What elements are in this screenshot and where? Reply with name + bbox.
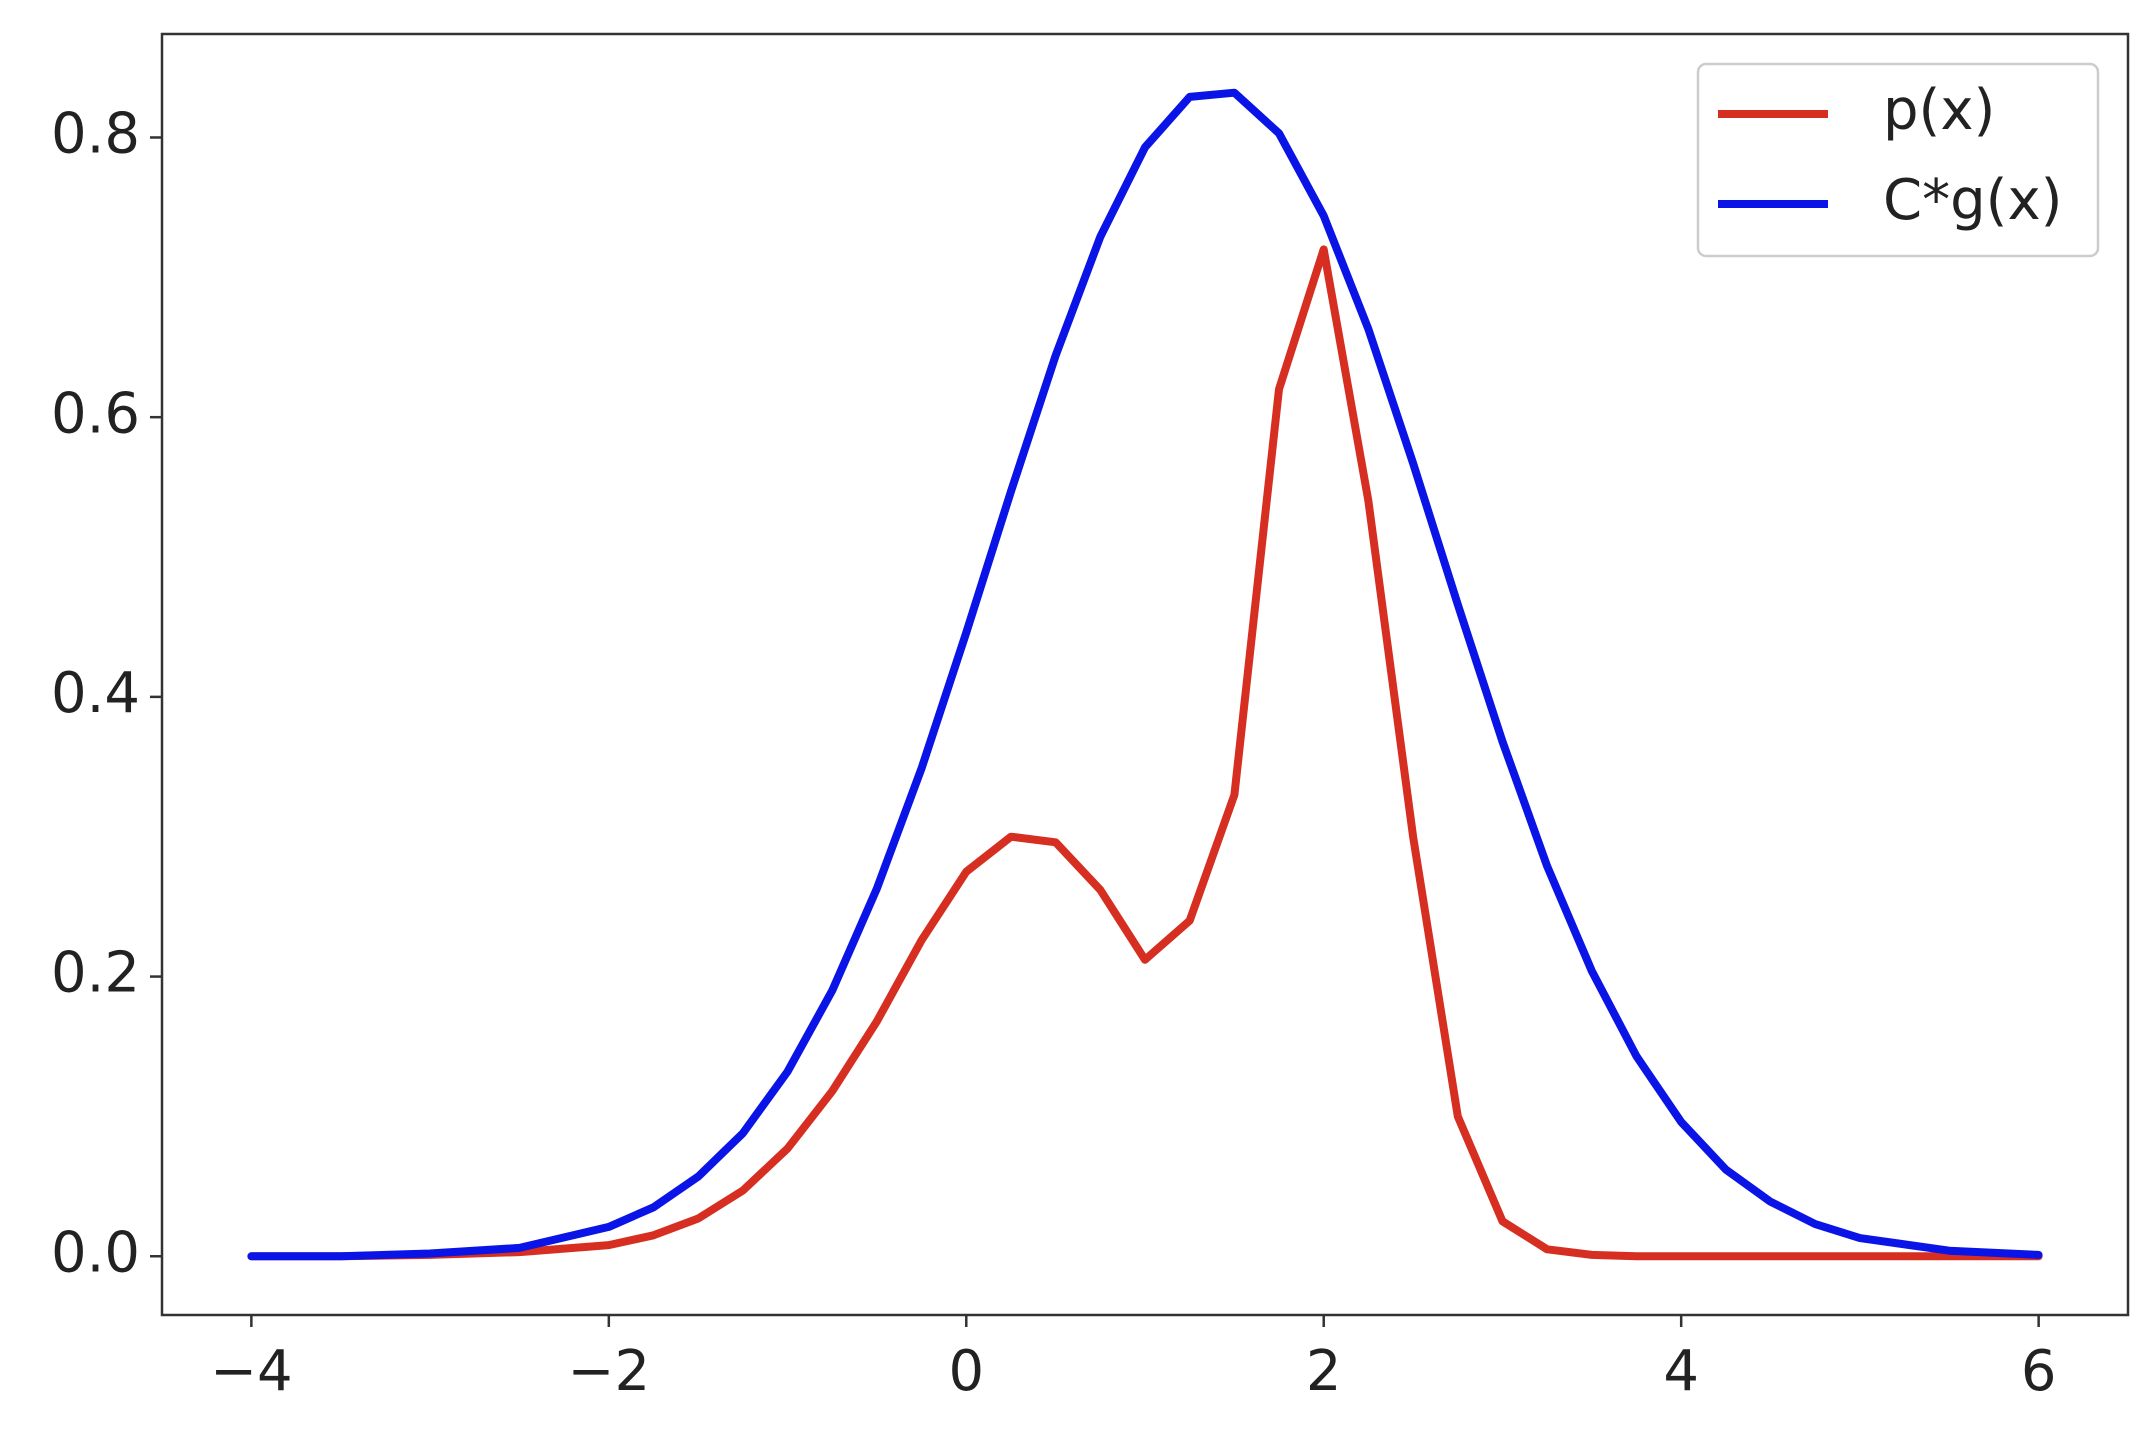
x-tick-label: 4: [1663, 1339, 1699, 1404]
y-tick-label: 0.0: [51, 1220, 140, 1285]
legend-label: C*g(x): [1883, 168, 2062, 233]
x-tick-label: −4: [210, 1339, 293, 1404]
y-tick-label: 0.2: [51, 941, 140, 1006]
legend-label: p(x): [1883, 78, 1995, 143]
legend: p(x) C*g(x): [1696, 62, 2100, 258]
x-tick-label: −2: [568, 1339, 651, 1404]
plot-frame: [160, 32, 2130, 1317]
y-tick-label: 0.4: [51, 661, 140, 726]
y-tick-label: 0.6: [51, 381, 140, 446]
series-line: [247, 88, 2043, 1261]
x-tick-label: 0: [948, 1339, 984, 1404]
x-tick-label: 6: [2021, 1339, 2057, 1404]
y-tick-label: 0.8: [51, 102, 140, 167]
series-line: [247, 245, 2043, 1261]
x-tick-label: 2: [1306, 1339, 1342, 1404]
